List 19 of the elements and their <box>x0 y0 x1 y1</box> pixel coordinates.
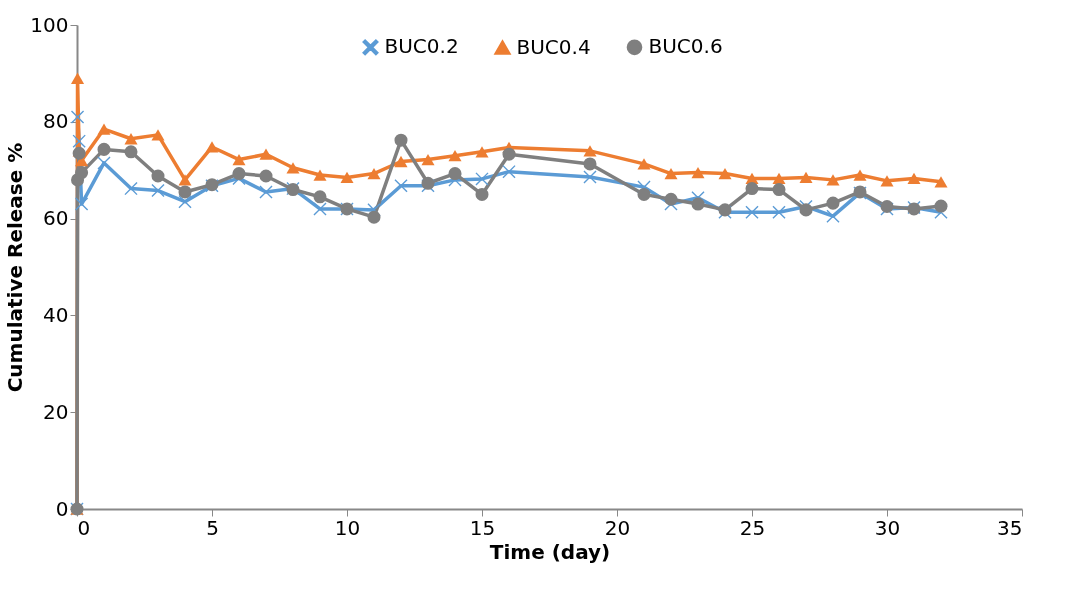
y-tick-label: 80 <box>43 109 69 134</box>
x-tick-label: 10 <box>334 515 361 540</box>
x-tick-label: 15 <box>469 515 496 540</box>
x-tick-label: 20 <box>604 515 631 540</box>
y-tick-label: 20 <box>43 399 69 424</box>
legend-label: BUC0.6 <box>648 34 723 59</box>
legend-label: BUC0.2 <box>384 34 459 59</box>
x-tick-label: 35 <box>997 515 1023 540</box>
x-tick-label: 30 <box>874 515 901 540</box>
y-tick-label: 100 <box>30 12 69 37</box>
x-tick-label: 0 <box>77 515 91 540</box>
x-tick-label: 25 <box>739 515 766 540</box>
x-axis-title: Time (day) <box>489 539 611 564</box>
legend-label: BUC0.4 <box>516 34 591 59</box>
x-tick-label: 5 <box>206 515 219 540</box>
y-tick-label: 40 <box>43 302 69 327</box>
y-axis-title: Cumulative Release % <box>3 142 28 393</box>
y-tick-label: 0 <box>55 496 69 521</box>
y-tick-label: 60 <box>43 206 69 231</box>
